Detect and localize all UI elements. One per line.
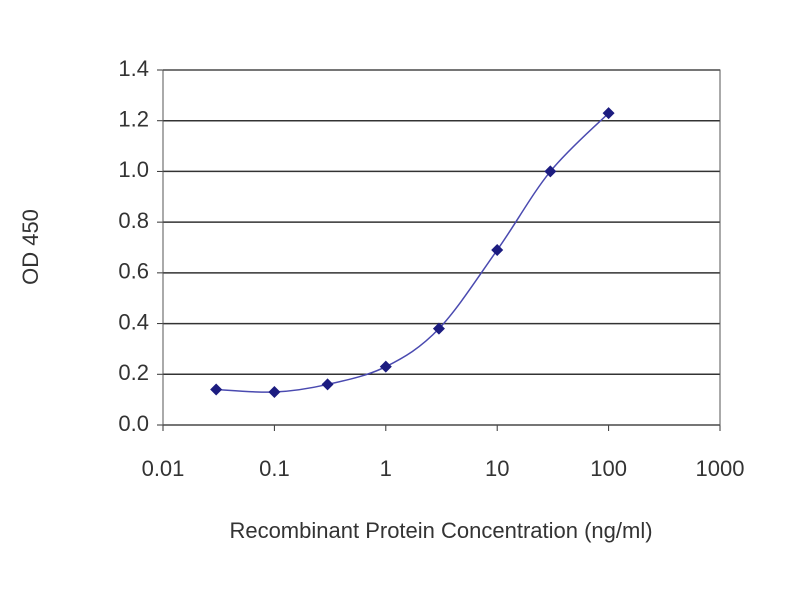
marker [544, 165, 557, 178]
marker [210, 383, 223, 396]
y-tick-label: 0.8 [118, 208, 149, 233]
y-tick-label: 0.0 [118, 411, 149, 436]
y-tick-label: 0.2 [118, 360, 149, 385]
marker [321, 378, 334, 391]
marker [602, 107, 615, 120]
marker [379, 360, 392, 373]
y-axis-label: OD 450 [18, 209, 43, 285]
y-tick-label: 0.4 [118, 309, 149, 334]
curve [216, 112, 610, 393]
x-tick-label: 10 [485, 456, 509, 481]
x-tick-label: 100 [590, 456, 627, 481]
plot-frame [162, 69, 721, 426]
x-tick-label: 0.01 [142, 456, 185, 481]
y-tick-label: 0.6 [118, 259, 149, 284]
y-tick-label: 1.2 [118, 107, 149, 132]
x-axis-label: Recombinant Protein Concentration (ng/ml… [229, 518, 652, 543]
marker [491, 244, 504, 257]
x-tick-label: 1 [380, 456, 392, 481]
marker [432, 322, 445, 335]
x-tick-label: 1000 [696, 456, 745, 481]
y-tick-label: 1.4 [118, 56, 149, 81]
marker [268, 386, 281, 399]
y-tick-label: 1.0 [118, 157, 149, 182]
x-tick-label: 0.1 [259, 456, 290, 481]
